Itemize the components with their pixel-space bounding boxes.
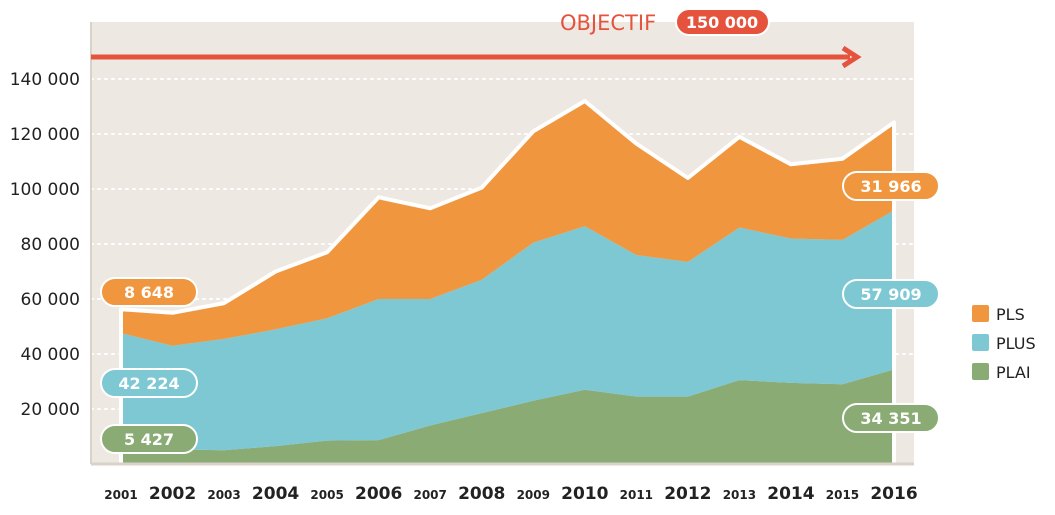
y-tick-label: 80 000 xyxy=(21,235,80,255)
plus-end-pill xyxy=(842,279,940,309)
legend-swatch-pls xyxy=(972,305,989,322)
x-tick-label: 2016 xyxy=(870,484,917,504)
objective-arrow-head xyxy=(841,45,862,69)
legend-swatch-plus xyxy=(972,334,989,351)
x-tick-label: 2012 xyxy=(664,484,711,504)
x-tick-label: 2004 xyxy=(252,484,299,504)
legend-label-plus: PLUS xyxy=(996,334,1036,353)
plai-start-label: 5 427 xyxy=(124,430,174,449)
x-tick-label: 2013 xyxy=(723,488,756,502)
y-tick-label: 20 000 xyxy=(21,400,80,420)
stack-outline xyxy=(119,99,896,464)
x-tick-label: 2009 xyxy=(517,488,550,502)
pls-start-pill xyxy=(100,277,198,307)
objective-label: OBJECTIF xyxy=(560,11,656,35)
area-plai xyxy=(121,369,894,464)
y-tick-label: 120 000 xyxy=(10,125,80,145)
plus-start-label: 42 224 xyxy=(118,374,179,393)
legend-label-pls: PLS xyxy=(996,305,1025,324)
legend: PLS PLUS PLAI xyxy=(972,305,1036,382)
x-tick-label: 2003 xyxy=(207,488,240,502)
y-tick-label: 140 000 xyxy=(10,70,80,90)
pls-start-label: 8 648 xyxy=(124,283,174,302)
legend-swatch-plai xyxy=(972,363,989,380)
x-tick-label: 2008 xyxy=(458,484,505,504)
x-tick-label: 2011 xyxy=(620,488,653,502)
stacked-areas xyxy=(119,99,896,464)
plai-end-label: 34 351 xyxy=(860,409,921,428)
x-tick-label: 2006 xyxy=(355,484,402,504)
x-tick-label: 2007 xyxy=(413,488,446,502)
value-labels: 8 648 42 224 5 427 31 966 57 909 34 351 xyxy=(100,171,940,454)
objective-value: 150 000 xyxy=(686,13,758,32)
plus-end-label: 57 909 xyxy=(860,285,921,304)
x-tick-labels: 2001 2002 2003 2004 2005 2006 2007 2008 2009 2010… xyxy=(104,484,917,504)
y-tick-label: 60 000 xyxy=(21,290,80,310)
legend-label-plai: PLAI xyxy=(996,363,1031,382)
area-pls xyxy=(121,101,894,346)
x-tick-label: 2014 xyxy=(767,484,814,504)
y-tick-label: 40 000 xyxy=(21,345,80,365)
axes xyxy=(90,22,914,466)
plai-start-pill xyxy=(100,424,198,454)
x-tick-label: 2015 xyxy=(826,488,859,502)
plus-start-pill xyxy=(100,368,198,398)
pls-end-pill xyxy=(842,171,940,201)
x-tick-label: 2001 xyxy=(104,488,137,502)
objective-marker: OBJECTIF 150 000 xyxy=(91,8,862,69)
pls-end-label: 31 966 xyxy=(860,177,921,196)
y-tick-labels: 20 000 40 000 60 000 80 000 100 000 120 000 14… xyxy=(10,70,80,420)
objective-pill xyxy=(675,8,770,36)
x-tick-label: 2002 xyxy=(149,484,196,504)
area-plus xyxy=(121,210,894,451)
x-tick-label: 2010 xyxy=(561,484,608,504)
plai-end-pill xyxy=(842,403,940,433)
y-tick-label: 100 000 xyxy=(10,180,80,200)
x-tick-label: 2005 xyxy=(310,488,343,502)
